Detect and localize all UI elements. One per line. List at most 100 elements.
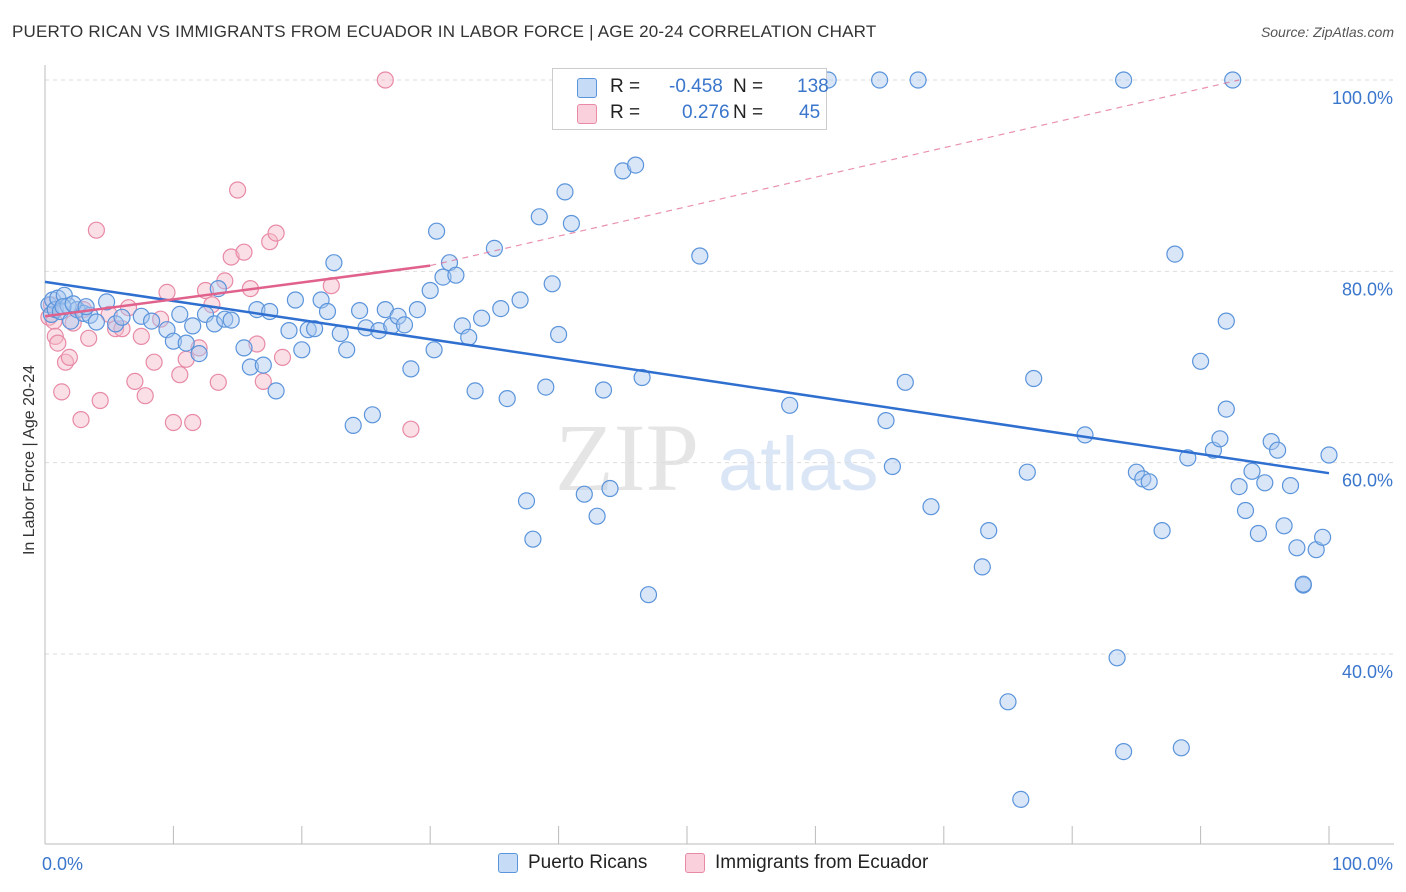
- puerto-rican-point: [286, 291, 304, 309]
- puerto-rican-point: [498, 390, 516, 408]
- puerto-rican-point: [588, 507, 606, 525]
- puerto-rican-point: [428, 222, 446, 240]
- puerto-rican-point: [425, 341, 443, 359]
- puerto-rican-point: [306, 320, 324, 338]
- puerto-rican-point: [562, 214, 581, 233]
- ecuador-point: [49, 334, 67, 352]
- puerto-rican-point: [922, 498, 940, 516]
- puerto-rican-point: [594, 381, 613, 399]
- ecuador-point: [126, 372, 144, 390]
- puerto-rican-point: [1140, 473, 1158, 491]
- legend-swatch-blue: [577, 78, 597, 98]
- legend-n-value: 138: [797, 76, 829, 97]
- puerto-rican-point: [1236, 501, 1255, 520]
- puerto-rican-point: [177, 334, 195, 352]
- puerto-rican-point: [1224, 71, 1242, 89]
- watermark: ZIP atlas: [555, 404, 879, 511]
- puerto-rican-point: [1108, 649, 1126, 667]
- legend-r-value: -0.458: [669, 76, 723, 97]
- trend-lines: [44, 79, 1330, 475]
- axes: [44, 65, 1394, 845]
- ecuador-point: [209, 373, 227, 391]
- puerto-rican-point: [601, 479, 619, 498]
- ecuador-point: [171, 366, 189, 384]
- ecuador-point: [273, 348, 292, 366]
- puerto-rican-point: [318, 302, 337, 321]
- puerto-rican-point: [1012, 790, 1030, 809]
- ecuador-point: [87, 221, 106, 239]
- puerto-rican-point: [254, 356, 272, 374]
- watermark-zip: ZIP: [555, 404, 699, 511]
- ecuador-point: [53, 383, 71, 401]
- puerto-rican-point: [338, 341, 356, 359]
- puerto-rican-point: [113, 308, 131, 326]
- puerto-rican-point: [870, 71, 889, 89]
- puerto-rican-point: [530, 208, 548, 226]
- ecuador-point: [190, 339, 208, 357]
- ecuador-point: [80, 329, 98, 347]
- puerto-rican-point: [447, 266, 465, 284]
- puerto-rican-point: [241, 358, 259, 376]
- legend-n-value: 45: [799, 102, 821, 123]
- puerto-rican-point: [1114, 71, 1133, 89]
- puerto-rican-point: [1018, 463, 1036, 481]
- puerto-rican-point: [1127, 463, 1146, 481]
- legend-r-label: R =: [610, 76, 641, 97]
- legend-r-value: 0.276: [682, 102, 730, 123]
- ecuador-point: [229, 181, 247, 199]
- puerto-rican-point: [143, 312, 161, 330]
- puerto-rican-point: [87, 313, 106, 331]
- y-tick-label: 60.0%: [1342, 471, 1393, 491]
- puerto-rican-point: [1256, 474, 1274, 492]
- puerto-rican-point: [205, 315, 224, 333]
- puerto-rican-point: [1262, 433, 1280, 451]
- puerto-rican-point: [980, 521, 998, 540]
- puerto-rican-point: [877, 412, 895, 430]
- correlation-legend: R = -0.458 N = 138 R = 0.276 N = 45: [552, 68, 829, 130]
- puerto-rican-point: [1243, 462, 1261, 480]
- puerto-rican-point: [1294, 575, 1312, 593]
- puerto-rican-point: [1025, 369, 1043, 388]
- puerto-rican-point: [344, 416, 362, 434]
- puerto-rican-point: [351, 302, 369, 320]
- puerto-rican-point: [781, 396, 799, 414]
- puerto-rican-point: [1191, 352, 1210, 370]
- y-tick-label: 80.0%: [1342, 279, 1393, 299]
- x-tick-label: 100.0%: [1332, 854, 1393, 874]
- puerto-rican-point: [883, 457, 902, 476]
- chart-title: PUERTO RICAN VS IMMIGRANTS FROM ECUADOR …: [12, 22, 877, 41]
- legend-n-label: N =: [733, 76, 764, 97]
- ecuador-point: [145, 353, 163, 371]
- bottom-legend-swatch-pink: [685, 853, 705, 873]
- puerto-rican-point: [1211, 430, 1229, 448]
- puerto-rican-point: [190, 345, 208, 363]
- puerto-rican-point: [293, 341, 311, 359]
- legend-n-label: N =: [733, 102, 764, 123]
- bottom-legend-swatch-blue: [498, 853, 518, 873]
- puerto-rican-trend-line: [44, 280, 1330, 475]
- puerto-rican-point: [466, 382, 484, 400]
- legend-swatch-pink: [577, 104, 597, 124]
- puerto-rican-point: [216, 310, 234, 328]
- puerto-rican-point: [1217, 400, 1235, 418]
- puerto-rican-point: [434, 268, 452, 286]
- puerto-rican-point: [164, 332, 182, 350]
- bottom-legend-label: Puerto Ricans: [528, 852, 648, 873]
- y-tick-label: 100.0%: [1332, 88, 1393, 108]
- ecuador-point: [136, 387, 154, 405]
- tick-labels: 40.0% 60.0% 80.0% 100.0% 0.0% 100.0%: [42, 88, 1393, 874]
- y-tick-label: 40.0%: [1342, 662, 1393, 682]
- puerto-rican-point: [267, 382, 285, 400]
- puerto-rican-point: [1275, 517, 1293, 535]
- puerto-rican-points: [40, 71, 1338, 809]
- ecuador-point: [132, 327, 150, 345]
- puerto-rican-point: [222, 311, 240, 329]
- ecuador-point: [235, 243, 253, 261]
- ecuador-point: [46, 327, 64, 345]
- ecuador-point: [267, 224, 285, 242]
- puerto-rican-point: [556, 183, 574, 201]
- puerto-rican-point: [485, 239, 503, 257]
- puerto-rican-point: [896, 373, 914, 391]
- puerto-rican-point: [543, 275, 561, 293]
